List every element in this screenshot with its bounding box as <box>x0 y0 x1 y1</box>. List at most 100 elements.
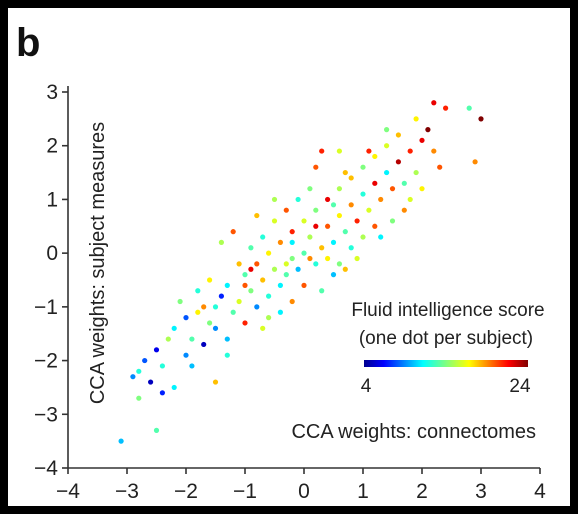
data-point <box>230 309 236 315</box>
data-point <box>283 261 289 267</box>
data-point <box>295 266 301 272</box>
x-tick-label: 1 <box>357 480 369 503</box>
x-tick-label: 0 <box>298 480 310 503</box>
x-tick-label: −4 <box>56 480 80 503</box>
data-point <box>336 261 342 267</box>
data-point <box>271 196 278 203</box>
data-point <box>395 159 401 165</box>
data-point <box>207 277 213 283</box>
data-point <box>277 282 283 288</box>
data-point <box>360 234 366 240</box>
data-point <box>325 255 331 262</box>
data-point <box>195 309 201 315</box>
data-point <box>136 395 142 401</box>
x-tick-label: 3 <box>475 480 487 503</box>
data-point <box>254 304 260 310</box>
data-point <box>336 186 342 192</box>
data-point <box>348 202 354 208</box>
data-point <box>254 261 260 267</box>
x-tick-label: −3 <box>115 480 139 503</box>
data-point <box>171 325 177 331</box>
data-point <box>260 277 266 283</box>
data-point <box>360 191 366 197</box>
data-point <box>384 127 390 133</box>
data-point <box>236 261 242 267</box>
data-point <box>472 159 478 165</box>
data-point <box>372 223 378 229</box>
y-tick-label: 3 <box>46 81 58 104</box>
x-axis-title: CCA weights: connectomes <box>291 421 536 443</box>
data-point <box>260 234 266 240</box>
data-point <box>319 288 325 294</box>
data-point <box>407 196 413 203</box>
x-ticks: −4 −3 −2 −1 0 1 2 3 4 <box>56 468 546 503</box>
data-point <box>230 229 236 235</box>
data-point <box>437 164 443 170</box>
colorbar <box>364 360 528 367</box>
data-point <box>431 148 437 154</box>
data-point <box>478 116 484 122</box>
data-point <box>301 250 307 256</box>
data-point <box>336 212 342 219</box>
data-point <box>307 255 313 262</box>
points-layer <box>118 100 484 444</box>
data-point <box>130 374 136 380</box>
y-tick-label: −4 <box>34 457 58 480</box>
y-tick-label: 0 <box>46 242 58 265</box>
data-point <box>301 282 307 288</box>
data-point <box>159 363 165 369</box>
data-point <box>360 164 366 170</box>
data-point <box>466 105 472 111</box>
data-point <box>153 347 160 353</box>
data-point <box>266 315 272 321</box>
data-point <box>289 255 295 262</box>
x-tick-label: 4 <box>534 480 546 503</box>
data-point <box>242 282 248 288</box>
data-point <box>266 293 272 299</box>
data-point <box>401 180 407 186</box>
data-point <box>148 379 154 385</box>
data-point <box>248 245 254 251</box>
data-point <box>342 229 348 235</box>
data-point <box>201 341 207 348</box>
colorbar-min-label: 4 <box>361 376 372 397</box>
data-point <box>348 245 354 251</box>
data-point <box>277 239 283 245</box>
data-point <box>277 309 283 315</box>
data-point <box>283 272 289 278</box>
data-point <box>366 148 372 154</box>
data-point <box>224 282 230 288</box>
data-point <box>378 196 384 203</box>
data-point <box>301 218 307 224</box>
data-point <box>313 164 319 170</box>
data-point <box>443 105 449 111</box>
data-point <box>159 390 165 396</box>
data-point <box>195 288 201 294</box>
data-point <box>307 186 313 192</box>
data-point <box>330 272 337 278</box>
data-point <box>413 169 419 176</box>
y-tick-label: −2 <box>34 350 58 373</box>
x-tick-label: 2 <box>416 480 428 503</box>
data-point <box>378 234 384 240</box>
data-point <box>171 384 177 391</box>
data-point <box>183 352 189 358</box>
data-point <box>260 325 266 331</box>
data-point <box>313 207 319 213</box>
colorbar-title-line2: (one dot per subject) <box>359 328 533 349</box>
y-tick-label: 2 <box>46 135 58 158</box>
data-point <box>118 438 124 444</box>
data-point <box>212 379 219 385</box>
figure-panel: b −4 −3 −2 −1 0 1 2 3 4 −4 −3 −2 −1 0 1 2 3 CCA weights… <box>8 8 570 506</box>
data-point <box>165 336 171 342</box>
data-point <box>177 298 183 305</box>
data-point <box>354 255 360 262</box>
data-point <box>236 298 242 305</box>
x-tick-label: −1 <box>233 480 257 503</box>
y-tick-label: −1 <box>34 296 58 319</box>
data-point <box>295 196 301 203</box>
data-point <box>389 186 396 192</box>
data-point <box>289 229 295 235</box>
data-point <box>212 304 219 310</box>
data-point <box>395 132 401 138</box>
